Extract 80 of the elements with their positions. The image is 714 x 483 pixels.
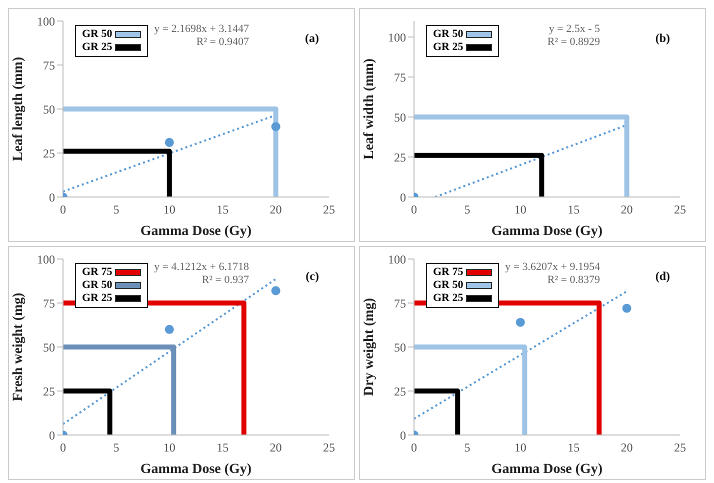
legend-label: GR 50 xyxy=(82,28,112,41)
y-tick-label: 0 xyxy=(400,190,406,204)
y-tick-label: 50 xyxy=(394,110,406,124)
legend-label: GR 75 xyxy=(82,266,112,279)
x-tick-label: 25 xyxy=(323,202,335,217)
legend-label: GR 25 xyxy=(433,41,464,54)
annotation: (a) xyxy=(305,31,319,46)
point xyxy=(271,286,280,296)
y-tick-label: 75 xyxy=(394,296,406,310)
x-axis-title: Gamma Dose (Gy) xyxy=(491,224,603,239)
x-axis-title: Gamma Dose (Gy) xyxy=(491,462,603,477)
x-tick-label: 0 xyxy=(411,202,417,217)
annotation: (d) xyxy=(655,269,670,284)
y-axis-title: Dry weight (mg) xyxy=(362,298,377,396)
legend-label: GR 50 xyxy=(433,28,464,41)
x-tick-label: 20 xyxy=(270,440,282,455)
y-axis-title: Leaf length (mm) xyxy=(10,56,26,162)
point xyxy=(271,122,280,132)
point xyxy=(164,138,174,147)
x-tick-label: 15 xyxy=(216,202,229,217)
annotation: y = 2.1698x + 3.1447 xyxy=(154,23,249,35)
y-tick-label: 25 xyxy=(394,150,406,164)
x-tick-label: 25 xyxy=(674,440,686,455)
legend-label: GR 25 xyxy=(82,292,112,305)
x-tick-label: 25 xyxy=(674,202,686,217)
x-tick-label: 10 xyxy=(163,202,176,217)
legend-label: GR 50 xyxy=(82,279,112,292)
annotation: R² = 0.9407 xyxy=(196,36,249,48)
x-tick-label: 5 xyxy=(113,202,120,217)
y-tick-label: 50 xyxy=(394,340,406,354)
y-tick-label: 25 xyxy=(43,146,55,160)
annotation: R² = 0.8379 xyxy=(547,274,600,286)
annotation: R² = 0.937 xyxy=(202,274,249,286)
y-tick-label: 0 xyxy=(49,190,55,204)
legend-label: GR 50 xyxy=(433,279,464,292)
annotation: y = 3.6207x + 9.1954 xyxy=(505,261,600,273)
annotation: (b) xyxy=(655,31,670,46)
x-axis-title: Gamma Dose (Gy) xyxy=(140,462,252,477)
y-axis-title: Fresh weight (mg) xyxy=(10,292,26,402)
y-tick-label: 25 xyxy=(394,384,406,398)
y-tick-label: 0 xyxy=(400,428,406,442)
x-tick-label: 25 xyxy=(323,440,335,455)
y-tick-label: 25 xyxy=(43,384,55,398)
y-tick-label: 100 xyxy=(37,14,55,28)
y-tick-label: 75 xyxy=(43,58,55,72)
x-axis-title: Gamma Dose (Gy) xyxy=(140,224,252,239)
legend-label: GR 75 xyxy=(433,266,464,279)
annotation: R² = 0.8929 xyxy=(547,36,600,48)
y-axis-title: Leaf width (mm) xyxy=(362,58,377,160)
point xyxy=(622,304,632,313)
x-tick-label: 5 xyxy=(113,440,120,455)
y-tick-label: 100 xyxy=(388,252,406,266)
y-tick-label: 50 xyxy=(43,102,55,116)
legend-label: GR 25 xyxy=(82,41,112,54)
y-tick-label: 75 xyxy=(43,296,55,310)
legend-label: GR 25 xyxy=(433,292,464,305)
point xyxy=(164,324,174,334)
x-tick-label: 10 xyxy=(514,202,526,217)
x-tick-label: 0 xyxy=(60,440,66,455)
x-tick-label: 15 xyxy=(216,440,229,455)
x-tick-label: 10 xyxy=(163,440,176,455)
x-tick-label: 0 xyxy=(411,440,417,455)
y-tick-label: 75 xyxy=(394,70,406,84)
x-tick-label: 15 xyxy=(568,440,580,455)
x-tick-label: 20 xyxy=(620,202,633,217)
y-tick-label: 0 xyxy=(49,428,55,442)
x-tick-label: 20 xyxy=(620,440,633,455)
y-tick-label: 50 xyxy=(43,340,55,354)
y-tick-label: 100 xyxy=(388,30,406,44)
x-tick-label: 5 xyxy=(464,440,470,455)
annotation: y = 2.5x - 5 xyxy=(548,23,600,35)
x-tick-label: 10 xyxy=(514,440,526,455)
annotation: (c) xyxy=(306,269,319,284)
annotation: y = 4.1212x + 6.1718 xyxy=(154,261,249,273)
y-tick-label: 100 xyxy=(37,252,55,266)
x-tick-label: 20 xyxy=(270,202,282,217)
x-tick-label: 0 xyxy=(60,202,66,217)
x-tick-label: 15 xyxy=(568,202,580,217)
point xyxy=(516,318,525,327)
x-tick-label: 5 xyxy=(464,202,470,217)
